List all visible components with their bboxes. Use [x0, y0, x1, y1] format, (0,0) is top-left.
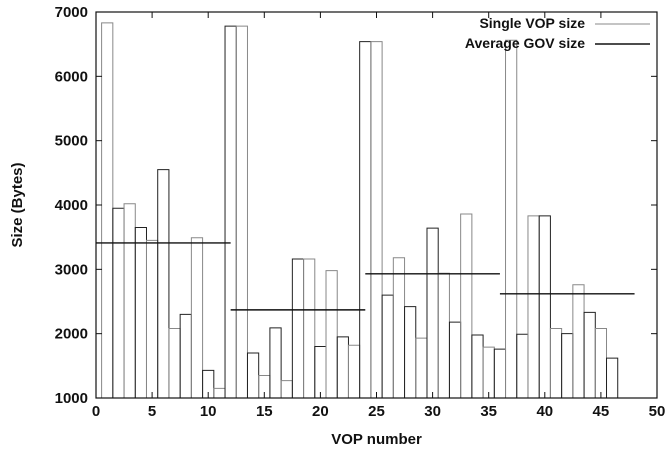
vop-bar-3	[123, 203, 136, 398]
x-tick-label-30: 30	[424, 403, 441, 420]
y-tick-label-1000: 1000	[55, 390, 88, 407]
vop-bar-10	[202, 369, 215, 398]
vop-bar-26	[381, 294, 394, 398]
vop-bar-2	[112, 207, 125, 398]
vop-bar-12	[224, 25, 237, 398]
vop-bar-42	[561, 333, 574, 398]
vop-bar-38	[516, 333, 529, 398]
vop-bar-8	[179, 313, 192, 398]
x-tick-label-35: 35	[480, 403, 497, 420]
y-tick-label-4000: 4000	[55, 197, 88, 214]
vop-bar-20	[314, 346, 327, 398]
axis-ticks: 0 5 10 15 20 25 30 35 40 45 50 1000 2000 3000 4000 5000…	[55, 4, 666, 420]
vop-bar-37	[505, 39, 518, 398]
vop-bar-39	[527, 215, 540, 398]
vop-bar-23	[347, 344, 361, 398]
vop-bar-35	[482, 346, 495, 398]
vop-bar-14	[246, 352, 260, 398]
vop-bar-24	[359, 41, 372, 398]
vop-bar-17	[280, 380, 293, 398]
vop-bar-5	[145, 239, 159, 398]
x-tick-label-10: 10	[200, 403, 217, 420]
x-tick-label-15: 15	[256, 403, 273, 420]
vop-bar-30	[426, 227, 439, 398]
x-axis-title: VOP number	[331, 431, 422, 448]
vop-bar-33	[460, 213, 473, 398]
x-tick-label-40: 40	[536, 403, 553, 420]
y-tick-label-6000: 6000	[55, 68, 88, 85]
vop-bar-29	[415, 337, 428, 398]
y-tick-label-7000: 7000	[55, 4, 88, 21]
vop-bar-9	[190, 237, 204, 398]
vop-bar-6	[157, 169, 170, 398]
vop-bar-7	[168, 328, 181, 398]
vop-bar-21	[325, 270, 338, 398]
x-tick-label-45: 45	[593, 403, 610, 420]
vop-bar-43	[572, 284, 585, 398]
vop-bar-27	[392, 257, 406, 398]
x-tick-label-25: 25	[368, 403, 385, 420]
y-tick-label-5000: 5000	[55, 133, 88, 150]
vop-bar-36	[493, 348, 507, 398]
vop-bar-22	[336, 336, 349, 398]
vop-bar-45	[594, 328, 608, 398]
x-tick-label-50: 50	[649, 403, 666, 420]
x-tick-label-5: 5	[148, 403, 156, 420]
vop-bar-1	[101, 22, 114, 398]
vop-bar-13	[235, 25, 248, 398]
legend-label-single-vop: Single VOP size	[479, 15, 585, 31]
y-tick-label-2000: 2000	[55, 326, 88, 343]
vop-bar-46	[606, 357, 619, 398]
vop-bar-28	[404, 306, 417, 398]
vop-bar-32	[448, 321, 462, 398]
x-tick-label-0: 0	[92, 403, 100, 420]
vop-bar-11	[213, 387, 226, 398]
vop-bar-34	[471, 334, 484, 398]
vop-bar-31	[437, 272, 450, 398]
x-tick-label-20: 20	[312, 403, 329, 420]
y-tick-label-3000: 3000	[55, 261, 88, 278]
vop-bar-4	[134, 227, 147, 398]
plot-marks	[96, 22, 635, 399]
y-axis-title: Size (Bytes)	[9, 162, 26, 247]
vop-bar-16	[269, 327, 282, 398]
legend: Single VOP size Average GOV size	[465, 15, 650, 51]
legend-label-average-gov: Average GOV size	[465, 35, 585, 51]
vop-bar-41	[549, 328, 563, 398]
vop-bar-18	[291, 258, 305, 398]
vop-bar-44	[583, 311, 596, 398]
vop-bar-19	[303, 258, 316, 398]
vop-bar-40	[538, 215, 551, 398]
vop-bar-25	[370, 41, 383, 398]
